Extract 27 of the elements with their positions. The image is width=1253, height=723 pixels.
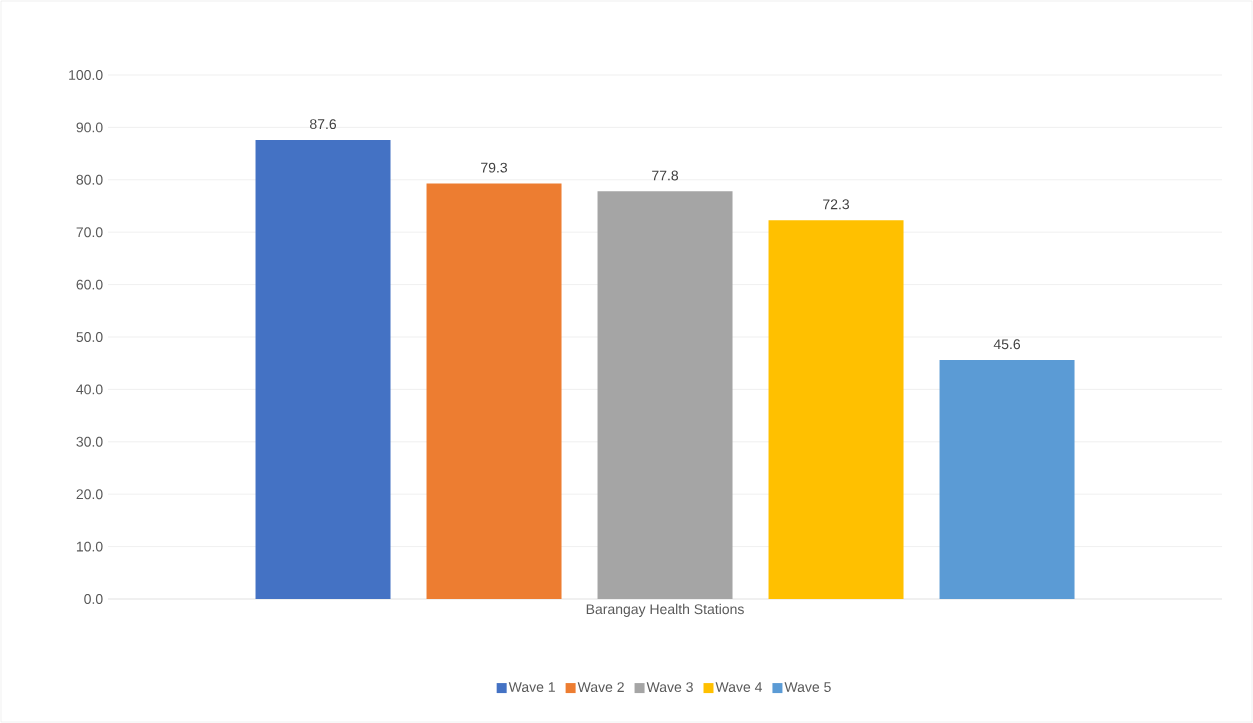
y-tick-label: 70.0 [76,227,103,238]
legend-label: Wave 4 [715,682,763,692]
bar [597,191,733,599]
y-tick-label: 60.0 [76,279,103,290]
y-tick-label: 40.0 [76,384,103,395]
y-tick-label: 90.0 [76,122,103,133]
y-tick-label: 30.0 [76,436,103,447]
y-tick-label: 80.0 [76,174,103,185]
y-tick-label: 100.0 [69,70,103,80]
data-label: 77.8 [652,170,679,181]
legend-label: Wave 3 [646,682,693,693]
data-label: 72.3 [823,199,850,210]
y-tick-label: 20.0 [76,489,103,500]
bar [255,139,391,599]
legend-label: Wave 1 [508,682,555,692]
x-tick-label: Barangay Health Stations [586,603,744,617]
bar [768,220,904,599]
legend-label: Wave 2 [577,682,624,693]
legend-label: Wave 5 [784,682,831,692]
y-tick-label: 10.0 [76,541,103,552]
y-tick-label: 50.0 [76,332,103,342]
data-label: 87.6 [310,119,337,130]
data-label: 45.6 [993,339,1021,350]
y-tick-label: 0.0 [84,594,103,604]
data-label: 79.3 [481,162,508,173]
bar [426,183,562,599]
bar [939,360,1075,599]
